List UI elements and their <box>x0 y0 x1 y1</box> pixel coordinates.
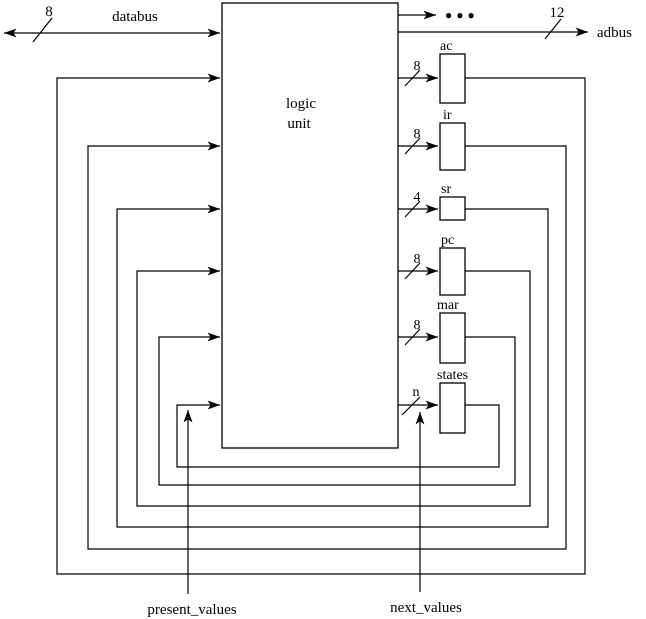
register-pc: pc 8 <box>136 233 531 507</box>
databus-width-label: 8 <box>45 4 53 20</box>
register-ac-feedback-path <box>56 73 586 575</box>
register-states-width-label: n <box>413 385 420 400</box>
logic-unit-label-line1: logic <box>286 96 316 112</box>
register-pc-feedback-path <box>136 266 531 507</box>
register-ir: ir 8 <box>87 108 567 550</box>
register-mar-width-label: 8 <box>414 318 421 333</box>
register-pc-width-slash <box>404 262 421 280</box>
register-mar: mar 8 <box>158 298 516 486</box>
logic-unit-group: logic unit <box>221 2 399 449</box>
databus-group: 8 databus <box>4 4 220 43</box>
register-sr-feedback-path <box>116 204 549 528</box>
register-ir-width-label: 8 <box>414 127 421 142</box>
adbus-width-slash <box>544 18 562 40</box>
register-states-width-slash <box>401 396 421 416</box>
next-values-group: next_values <box>390 412 462 616</box>
logic-unit-label-line2: unit <box>287 116 311 132</box>
register-sr-box <box>439 196 466 221</box>
register-mar-box <box>439 312 466 364</box>
register-states-feedback-path <box>176 400 500 468</box>
register-pc-box <box>439 247 466 296</box>
register-sr-width-label: 4 <box>414 190 421 205</box>
register-mar-label: mar <box>437 298 459 313</box>
register-ir-feedback-path <box>87 141 567 550</box>
register-states: states n <box>176 368 500 468</box>
adbus-width-label: 12 <box>550 5 565 21</box>
register-ir-label: ir <box>443 108 452 123</box>
register-ac-box <box>439 53 466 104</box>
next-values-label: next_values <box>390 600 462 616</box>
register-mar-width-slash <box>404 328 421 346</box>
register-ir-box <box>439 122 466 171</box>
register-ir-width-slash <box>404 137 421 155</box>
register-sr-width-slash <box>404 200 421 218</box>
register-states-box <box>439 382 466 434</box>
databus-label: databus <box>112 9 158 25</box>
logic-unit-box <box>221 2 399 449</box>
adbus-group: ●●● 12 adbus <box>398 5 632 41</box>
register-states-label: states <box>437 368 468 383</box>
register-sr: sr 4 <box>116 182 549 528</box>
register-ac-width-label: 8 <box>414 59 421 74</box>
register-ac: ac 8 <box>56 39 586 575</box>
ellipsis-dots-icon: ●●● <box>445 8 479 22</box>
register-pc-width-label: 8 <box>414 252 421 267</box>
register-mar-feedback-path <box>158 332 516 486</box>
register-ac-label: ac <box>440 39 452 54</box>
register-sr-label: sr <box>441 182 451 197</box>
register-pc-label: pc <box>441 233 454 248</box>
adbus-label: adbus <box>597 25 632 41</box>
databus-width-slash <box>32 17 53 43</box>
present-values-group: present_values <box>147 410 237 618</box>
present-values-label: present_values <box>147 602 236 618</box>
register-ac-width-slash <box>404 69 421 87</box>
